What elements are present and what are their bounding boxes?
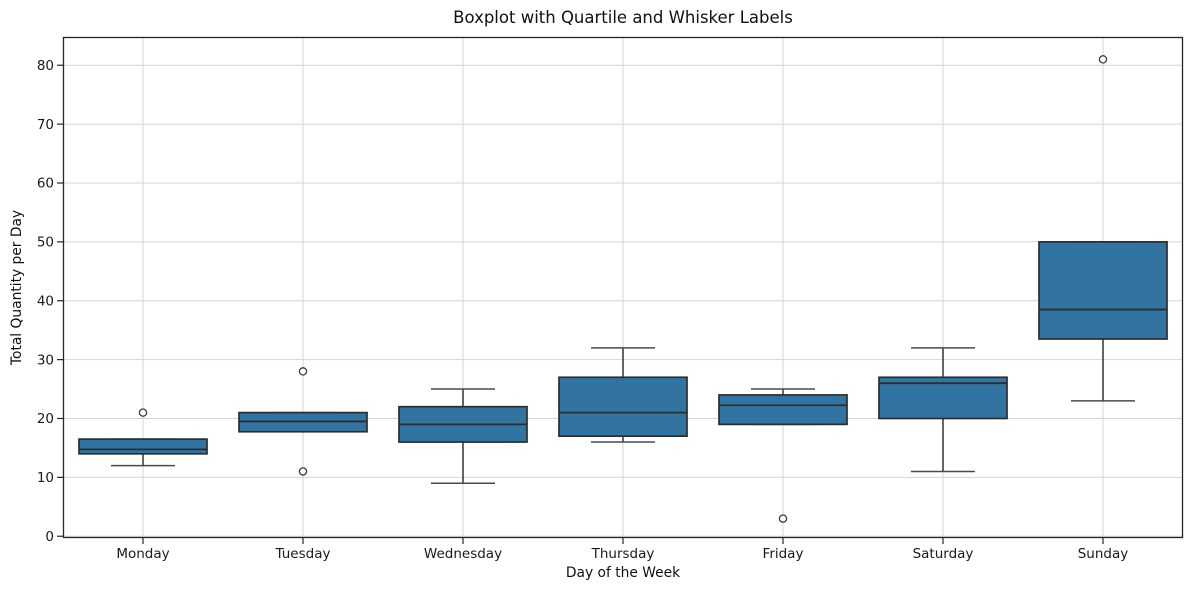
boxplot-sunday (1038, 55, 1168, 402)
box-layer (78, 55, 1168, 523)
y-tick-label-0: 0 (45, 529, 54, 545)
y-tick-label-50: 50 (37, 235, 54, 251)
x-tick-label-friday: Friday (763, 546, 804, 562)
grid-layer (63, 37, 1183, 538)
outlier-tuesday-1 (298, 467, 308, 476)
x-axis-label: Day of the Week (566, 565, 680, 581)
outlier-tuesday-0 (298, 367, 308, 376)
boxplot-monday (78, 408, 208, 467)
y-tick-label-80: 80 (37, 58, 54, 74)
plot-border (62, 36, 1184, 539)
iqr-box-friday (718, 394, 848, 426)
boxplot-tuesday (238, 367, 368, 476)
boxplot-wednesday (398, 388, 528, 484)
boxplot-friday (718, 388, 848, 523)
x-tick-label-tuesday: Tuesday (275, 546, 331, 562)
outlier-friday-0 (778, 514, 788, 523)
y-tick-label-20: 20 (37, 411, 54, 427)
chart-title: Boxplot with Quartile and Whisker Labels (453, 8, 793, 27)
tick-layer: 0 10 20 30 40 50 60 70 80 Monday Tuesday Wednesday T… (37, 58, 1128, 562)
y-axis-label: Total Quantity per Day (9, 210, 25, 366)
iqr-box-sunday (1038, 241, 1168, 340)
y-tick-label-60: 60 (37, 176, 54, 192)
outlier-sunday-0 (1098, 55, 1108, 64)
x-tick-label-monday: Monday (116, 546, 169, 562)
y-tick-label-30: 30 (37, 352, 54, 368)
x-tick-label-wednesday: Wednesday (424, 546, 502, 562)
iqr-box-saturday (878, 376, 1008, 420)
x-tick-label-saturday: Saturday (913, 546, 974, 562)
iqr-box-thursday (558, 376, 688, 438)
y-tick-label-70: 70 (37, 117, 54, 133)
x-tick-label-thursday: Thursday (591, 546, 655, 562)
iqr-box-monday (78, 438, 208, 455)
x-tick-label-sunday: Sunday (1078, 546, 1129, 562)
y-tick-label-10: 10 (37, 470, 54, 486)
boxplot-thursday (558, 347, 688, 443)
y-tick-label-40: 40 (37, 293, 54, 309)
outlier-monday-0 (138, 408, 148, 417)
boxplot-saturday (878, 347, 1008, 473)
